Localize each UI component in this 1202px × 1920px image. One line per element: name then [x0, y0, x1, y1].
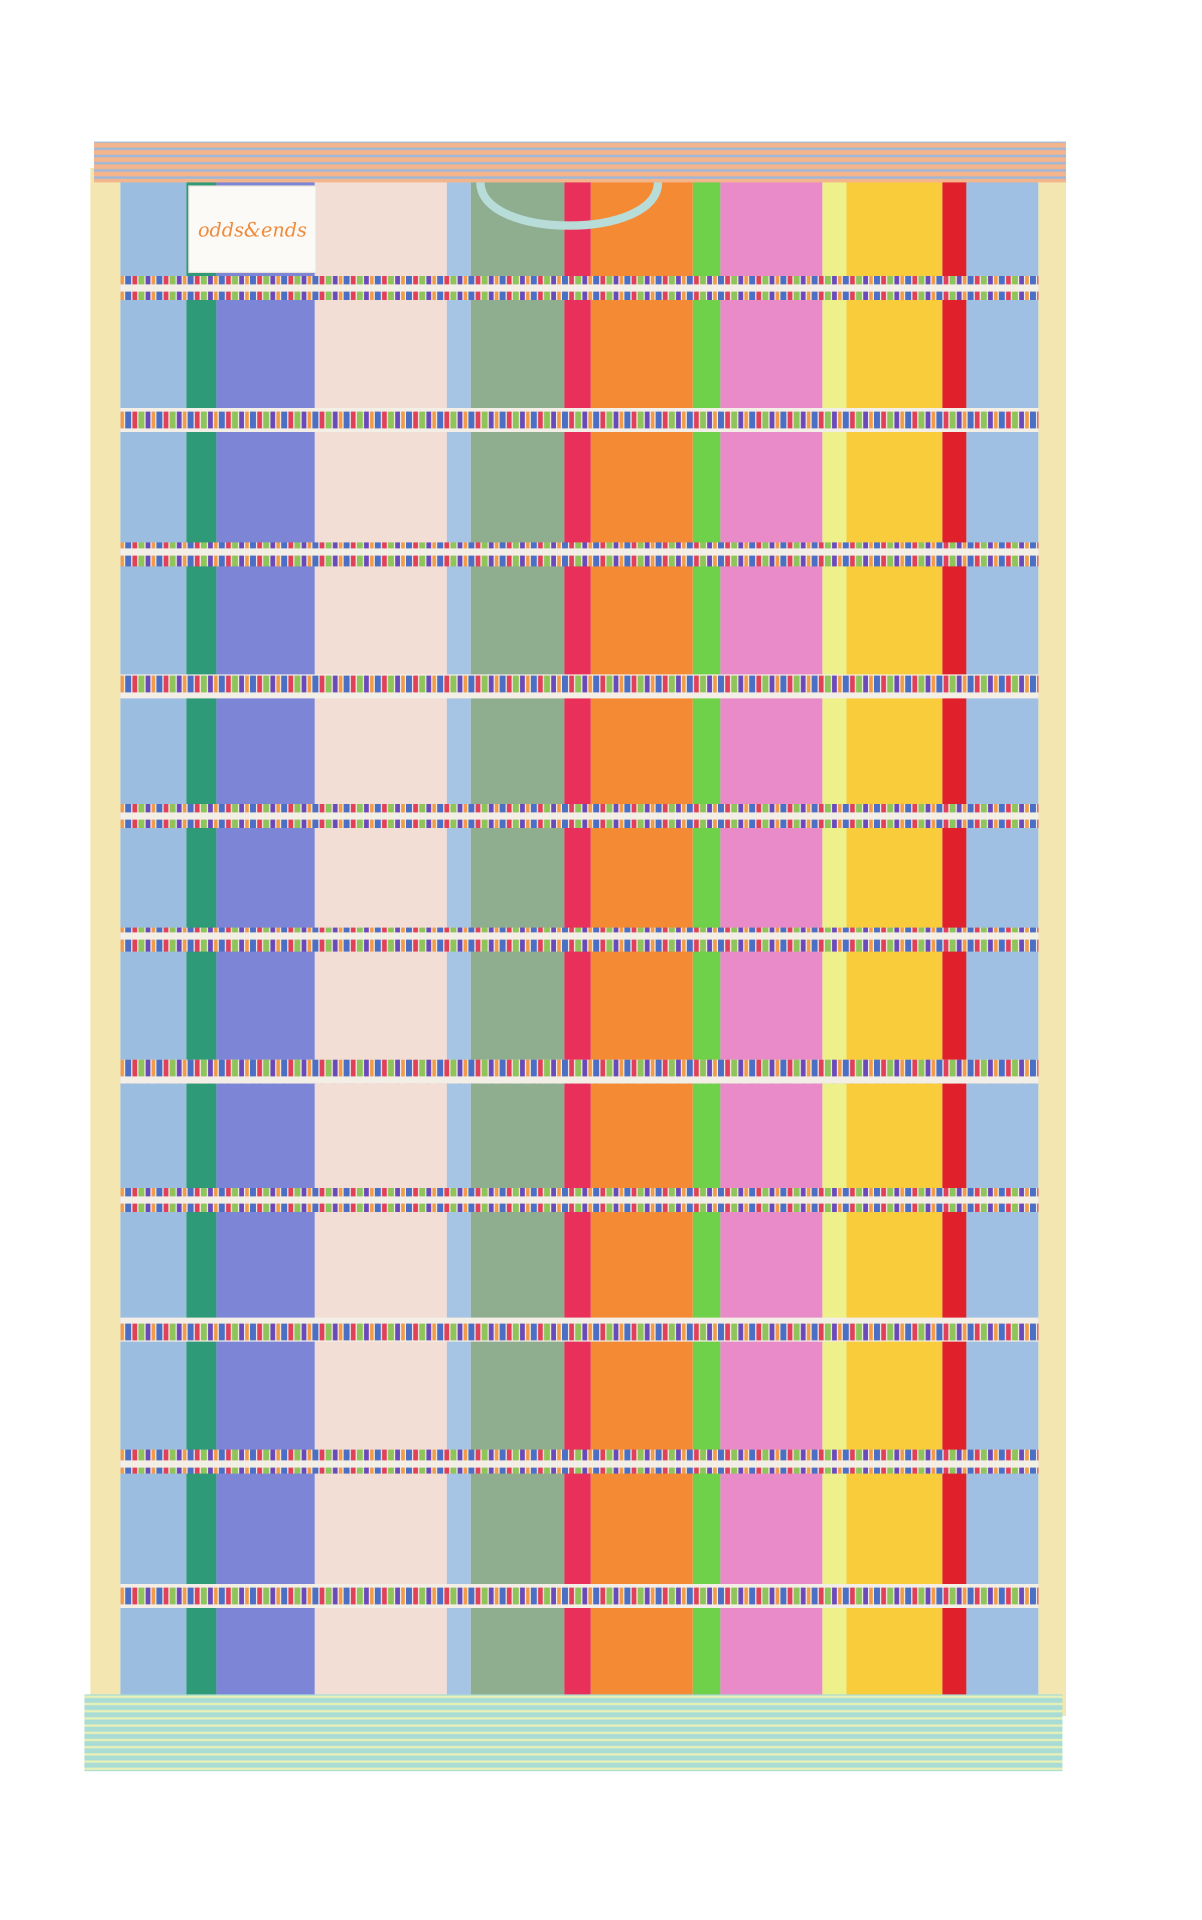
- woven-bands: [120, 276, 1039, 1608]
- towel-stripe: [90, 168, 121, 1716]
- brand-label: [188, 185, 317, 273]
- woven-band: [120, 927, 1039, 952]
- woven-band: [120, 1188, 1039, 1212]
- woven-band: [120, 276, 1039, 300]
- woven-band: [120, 674, 1039, 699]
- woven-band: [120, 1059, 1039, 1084]
- woven-band: [120, 804, 1039, 828]
- woven-band: [120, 1317, 1039, 1342]
- bottom-hem: [84, 1694, 1063, 1772]
- hanging-loop: [476, 181, 663, 230]
- woven-band: [120, 408, 1039, 432]
- woven-band: [120, 1584, 1039, 1608]
- top-hem: [94, 141, 1066, 183]
- woven-band: [120, 542, 1039, 567]
- brand-label-text: odds&ends: [198, 218, 307, 241]
- woven-band: [120, 1449, 1039, 1474]
- towel-stripe: [1038, 168, 1066, 1716]
